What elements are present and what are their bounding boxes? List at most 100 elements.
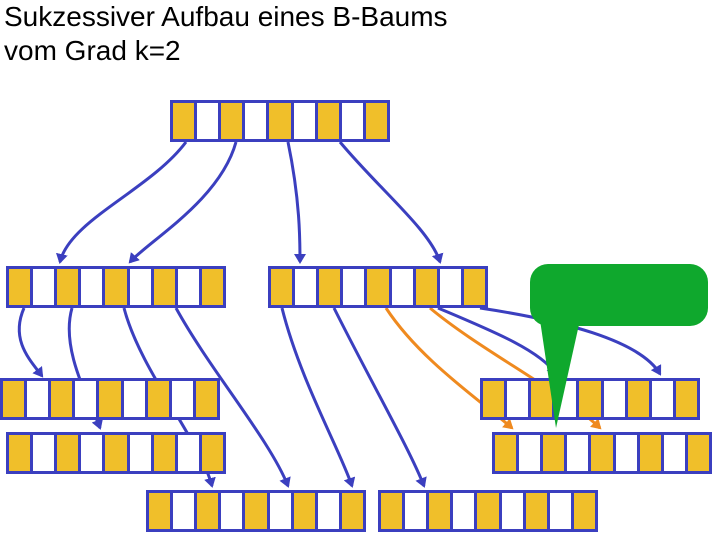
key-cell: [381, 493, 405, 529]
key-cell: [477, 493, 501, 529]
gap-cell: [124, 381, 148, 417]
key-cell: [574, 493, 595, 529]
key-cell: [367, 269, 391, 305]
btree-node-leaf_a: [0, 378, 220, 420]
key-cell: [9, 269, 33, 305]
btree-node-l2a: [6, 266, 226, 308]
btree-node-leaf_f: [492, 432, 712, 474]
gap-cell: [652, 381, 676, 417]
key-cell: [483, 381, 507, 417]
gap-cell: [270, 493, 294, 529]
gap-cell: [555, 381, 579, 417]
btree-node-root: [170, 100, 390, 142]
callout-bubble: [530, 264, 708, 326]
key-cell: [531, 381, 555, 417]
key-cell: [429, 493, 453, 529]
key-cell: [318, 103, 342, 139]
gap-cell: [502, 493, 526, 529]
gap-cell: [172, 381, 196, 417]
gap-cell: [178, 435, 202, 471]
key-cell: [196, 381, 217, 417]
key-cell: [99, 381, 123, 417]
key-cell: [591, 435, 615, 471]
key-cell: [416, 269, 440, 305]
edge-arrow: [340, 142, 440, 262]
key-cell: [9, 435, 33, 471]
key-cell: [57, 435, 81, 471]
key-cell: [202, 435, 223, 471]
key-cell: [148, 381, 172, 417]
key-cell: [543, 435, 567, 471]
gap-cell: [295, 269, 319, 305]
gap-cell: [75, 381, 99, 417]
key-cell: [57, 269, 81, 305]
key-cell: [173, 103, 197, 139]
gap-cell: [567, 435, 591, 471]
gap-cell: [81, 269, 105, 305]
gap-cell: [616, 435, 640, 471]
key-cell: [319, 269, 343, 305]
btree-node-leaf_e: [480, 378, 700, 420]
edge-arrow: [130, 142, 236, 262]
edge-arrow: [282, 308, 352, 486]
key-cell: [294, 493, 318, 529]
key-cell: [154, 269, 178, 305]
btree-node-leaf_c: [146, 490, 366, 532]
key-cell: [202, 269, 223, 305]
gap-cell: [507, 381, 531, 417]
gap-cell: [519, 435, 543, 471]
key-cell: [269, 103, 293, 139]
gap-cell: [245, 103, 269, 139]
gap-cell: [178, 269, 202, 305]
key-cell: [105, 269, 129, 305]
gap-cell: [27, 381, 51, 417]
btree-node-l2b: [268, 266, 488, 308]
key-cell: [3, 381, 27, 417]
gap-cell: [664, 435, 688, 471]
gap-cell: [550, 493, 574, 529]
gap-cell: [343, 269, 367, 305]
key-cell: [51, 381, 75, 417]
key-cell: [154, 435, 178, 471]
gap-cell: [33, 269, 57, 305]
key-cell: [149, 493, 173, 529]
gap-cell: [221, 493, 245, 529]
gap-cell: [81, 435, 105, 471]
gap-cell: [405, 493, 429, 529]
btree-node-leaf_d: [378, 490, 598, 532]
key-cell: [579, 381, 603, 417]
key-cell: [245, 493, 269, 529]
page-title: Sukzessiver Aufbau eines B-Baums vom Gra…: [4, 0, 448, 68]
key-cell: [197, 493, 221, 529]
edge-arrow: [60, 142, 186, 262]
edge-arrow: [19, 308, 42, 376]
key-cell: [495, 435, 519, 471]
gap-cell: [294, 103, 318, 139]
key-cell: [676, 381, 697, 417]
gap-cell: [318, 493, 342, 529]
key-cell: [366, 103, 387, 139]
key-cell: [628, 381, 652, 417]
key-cell: [640, 435, 664, 471]
key-cell: [526, 493, 550, 529]
key-cell: [688, 435, 709, 471]
gap-cell: [197, 103, 221, 139]
key-cell: [342, 493, 363, 529]
key-cell: [271, 269, 295, 305]
gap-cell: [33, 435, 57, 471]
btree-node-leaf_b: [6, 432, 226, 474]
key-cell: [105, 435, 129, 471]
key-cell: [221, 103, 245, 139]
title-line-1: Sukzessiver Aufbau eines B-Baums: [4, 1, 448, 32]
gap-cell: [130, 435, 154, 471]
gap-cell: [604, 381, 628, 417]
gap-cell: [440, 269, 464, 305]
title-line-2: vom Grad k=2: [4, 35, 181, 66]
gap-cell: [130, 269, 154, 305]
gap-cell: [342, 103, 366, 139]
edge-arrow: [334, 308, 424, 486]
edge-arrow: [288, 142, 300, 262]
gap-cell: [453, 493, 477, 529]
key-cell: [464, 269, 485, 305]
gap-cell: [392, 269, 416, 305]
